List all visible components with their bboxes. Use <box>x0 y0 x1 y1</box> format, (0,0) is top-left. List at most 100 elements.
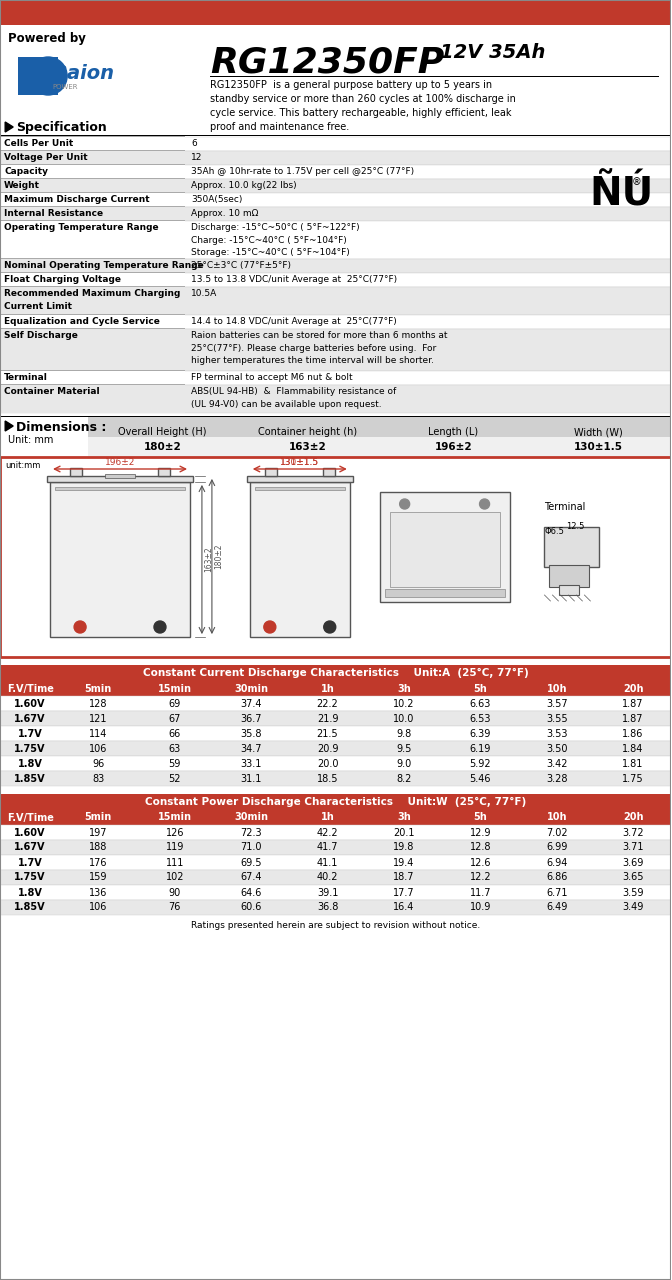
Text: 10.5A: 10.5A <box>191 289 217 298</box>
Text: 3.71: 3.71 <box>622 842 644 852</box>
Text: 14.4 to 14.8 VDC/unit Average at  25°C(77°F): 14.4 to 14.8 VDC/unit Average at 25°C(77… <box>191 317 396 326</box>
Bar <box>380 492 509 602</box>
Text: 40.2: 40.2 <box>317 873 338 882</box>
Text: 102: 102 <box>165 873 184 882</box>
Bar <box>0 710 671 726</box>
Text: 3.72: 3.72 <box>622 827 644 837</box>
Text: Container Material: Container Material <box>4 387 100 396</box>
Text: 71.0: 71.0 <box>241 842 262 852</box>
Text: 20.9: 20.9 <box>317 744 338 754</box>
Text: 10.0: 10.0 <box>393 713 415 723</box>
Bar <box>18 58 50 95</box>
Text: 1h: 1h <box>321 813 335 823</box>
Bar <box>0 840 671 855</box>
Text: 6.99: 6.99 <box>546 842 567 852</box>
Text: 111: 111 <box>165 858 184 868</box>
Text: Approx. 10.0 kg(22 lbs): Approx. 10.0 kg(22 lbs) <box>191 180 296 189</box>
Text: 126: 126 <box>165 827 184 837</box>
Bar <box>0 193 185 207</box>
Text: 18.7: 18.7 <box>393 873 415 882</box>
Circle shape <box>29 58 67 95</box>
Bar <box>0 416 671 417</box>
Text: 3.65: 3.65 <box>622 873 644 882</box>
Text: 3h: 3h <box>397 813 411 823</box>
Circle shape <box>480 499 489 509</box>
Text: 106: 106 <box>89 744 108 754</box>
Bar <box>0 315 185 329</box>
Text: 130±1.5: 130±1.5 <box>280 458 319 467</box>
Circle shape <box>324 621 336 634</box>
Bar <box>323 468 335 476</box>
Text: 39.1: 39.1 <box>317 887 338 897</box>
Text: ÑÚ: ÑÚ <box>589 175 654 212</box>
Bar <box>22 79 32 82</box>
Bar <box>0 179 185 193</box>
Text: Powered by: Powered by <box>8 32 86 45</box>
Text: F.V/Time: F.V/Time <box>7 684 54 694</box>
Bar <box>247 476 353 483</box>
Text: 1.7V: 1.7V <box>17 728 42 739</box>
Text: F.V/Time: F.V/Time <box>7 813 54 823</box>
Text: 30min: 30min <box>234 813 268 823</box>
Text: 196±2: 196±2 <box>105 458 135 467</box>
Text: 1.75V: 1.75V <box>14 873 46 882</box>
Bar <box>0 884 671 900</box>
Text: Voltage Per Unit: Voltage Per Unit <box>4 154 88 163</box>
Text: Φ6.5: Φ6.5 <box>544 527 564 536</box>
Polygon shape <box>5 421 13 431</box>
Text: 20h: 20h <box>623 813 643 823</box>
Bar <box>0 794 671 810</box>
Text: 12V 35Ah: 12V 35Ah <box>439 44 545 61</box>
Text: 1.67V: 1.67V <box>14 713 46 723</box>
Bar <box>55 486 185 490</box>
Bar <box>0 165 671 179</box>
Text: 10.9: 10.9 <box>470 902 491 913</box>
Circle shape <box>400 499 410 509</box>
Text: 1.8V: 1.8V <box>17 759 42 768</box>
Bar <box>22 65 32 68</box>
Text: 12.2: 12.2 <box>470 873 491 882</box>
Bar <box>210 76 659 77</box>
Text: 3.59: 3.59 <box>622 887 644 897</box>
Text: Unit: mm: Unit: mm <box>8 435 54 445</box>
Text: 1.67V: 1.67V <box>14 842 46 852</box>
Circle shape <box>154 621 166 634</box>
Text: 163±2: 163±2 <box>289 442 327 452</box>
Text: 96: 96 <box>92 759 104 768</box>
Bar <box>0 371 185 385</box>
Bar <box>0 726 671 741</box>
Text: 16.4: 16.4 <box>393 902 415 913</box>
Text: 1.75: 1.75 <box>622 773 644 783</box>
Bar <box>0 179 671 193</box>
Bar <box>88 436 671 457</box>
Text: 1.87: 1.87 <box>622 713 644 723</box>
Text: 1.87: 1.87 <box>622 699 644 709</box>
Text: 3.53: 3.53 <box>546 728 567 739</box>
Text: 3.50: 3.50 <box>546 744 567 754</box>
Text: 6.63: 6.63 <box>470 699 491 709</box>
Text: 1.60V: 1.60V <box>14 699 46 709</box>
Bar <box>0 207 671 221</box>
Bar <box>20 58 48 95</box>
Bar <box>105 474 135 477</box>
Text: Terminal: Terminal <box>544 502 586 512</box>
Bar <box>384 589 505 596</box>
Text: 131±1.5: 131±1.5 <box>280 458 319 467</box>
Text: 350A(5sec): 350A(5sec) <box>191 195 243 204</box>
Text: Terminal: Terminal <box>4 372 48 381</box>
Text: 67.4: 67.4 <box>241 873 262 882</box>
Text: 6.94: 6.94 <box>546 858 567 868</box>
Text: 163±2: 163±2 <box>204 547 213 572</box>
Bar <box>0 810 671 826</box>
Text: 21.9: 21.9 <box>317 713 338 723</box>
Text: POWER: POWER <box>52 84 78 90</box>
Bar <box>0 900 671 915</box>
Bar <box>390 512 499 588</box>
Text: 114: 114 <box>89 728 108 739</box>
Text: 6.19: 6.19 <box>470 744 491 754</box>
Bar <box>0 287 185 315</box>
Text: unit:mm: unit:mm <box>5 461 40 470</box>
Text: 1.60V: 1.60V <box>14 827 46 837</box>
Bar <box>88 417 671 457</box>
Bar <box>0 329 671 371</box>
